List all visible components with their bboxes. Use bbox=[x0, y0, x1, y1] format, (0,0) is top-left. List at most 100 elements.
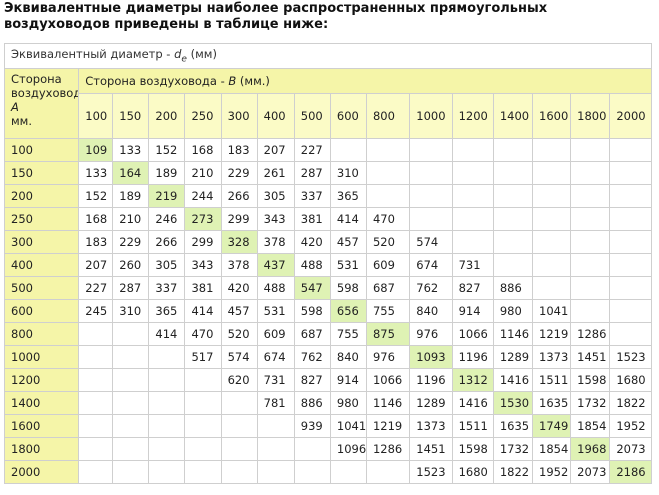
equivalent-diameter-table-wrapper: Эквивалентный диаметр - de (мм) Сторона в… bbox=[3, 43, 652, 485]
table-cell: 1289 bbox=[409, 391, 453, 415]
table-cell bbox=[492, 184, 534, 208]
table-cell bbox=[293, 437, 331, 461]
table-cell: 674 bbox=[409, 253, 453, 277]
table-cell: 310 bbox=[112, 299, 150, 323]
table-cell: 1511 bbox=[451, 414, 494, 438]
row-header: 800 bbox=[3, 322, 80, 346]
table-cell: 517 bbox=[184, 345, 222, 369]
table-cell bbox=[184, 460, 222, 484]
table-caption: Эквивалентный диаметр - de (мм) bbox=[4, 43, 652, 69]
table-cell: 109 bbox=[78, 138, 114, 162]
table-cell bbox=[220, 391, 258, 415]
table-cell bbox=[570, 161, 611, 185]
table-cell bbox=[532, 230, 572, 254]
table-cell: 420 bbox=[293, 230, 331, 254]
corner-line-1: Сторона bbox=[11, 72, 62, 86]
table-cell: 1523 bbox=[409, 460, 453, 484]
table-cell: 886 bbox=[293, 391, 331, 415]
table-cell bbox=[148, 460, 186, 484]
table-cell: 488 bbox=[293, 253, 331, 277]
table-cell: 980 bbox=[329, 391, 367, 415]
table-cell: 1146 bbox=[492, 322, 534, 346]
column-header: 1400 bbox=[492, 93, 534, 139]
table-cell: 266 bbox=[220, 184, 258, 208]
table-cell: 365 bbox=[148, 299, 186, 323]
column-header: 1600 bbox=[532, 93, 572, 139]
table-cell bbox=[112, 391, 150, 415]
table-cell: 687 bbox=[365, 276, 411, 300]
table-row: 500 227 287 337 381 420 488 547 598 687 762 827 886 bbox=[3, 276, 652, 300]
table-cell bbox=[112, 437, 150, 461]
equivalent-diameter-table: Эквивалентный диаметр - de (мм) Сторона в… bbox=[3, 43, 652, 484]
table-cell: 1952 bbox=[532, 460, 572, 484]
table-cell bbox=[532, 276, 572, 300]
table-cell: 1530 bbox=[492, 391, 534, 415]
table-cell: 1289 bbox=[492, 345, 534, 369]
table-cell bbox=[451, 161, 494, 185]
table-cell bbox=[409, 184, 453, 208]
table-cell: 152 bbox=[78, 184, 114, 208]
table-cell: 246 bbox=[148, 207, 186, 231]
table-cell bbox=[293, 460, 331, 484]
table-cell: 1416 bbox=[451, 391, 494, 415]
column-header: 2000 bbox=[609, 93, 652, 139]
table-cell: 1196 bbox=[409, 368, 453, 392]
table-cell bbox=[570, 276, 611, 300]
table-cell: 299 bbox=[220, 207, 258, 231]
table-row: 2000 1523 1680 1822 1952 2073 2186 bbox=[3, 460, 652, 484]
table-cell: 1822 bbox=[609, 391, 652, 415]
side-label-prefix: Сторона воздуховода - bbox=[85, 74, 229, 88]
table-cell: 227 bbox=[293, 138, 331, 162]
column-header: 250 bbox=[184, 93, 222, 139]
table-cell bbox=[492, 161, 534, 185]
table-cell: 1732 bbox=[492, 437, 534, 461]
table-cell: 827 bbox=[293, 368, 331, 392]
table-cell: 520 bbox=[365, 230, 411, 254]
table-cell bbox=[112, 322, 150, 346]
table-cell: 414 bbox=[184, 299, 222, 323]
table-cell bbox=[256, 460, 295, 484]
table-cell: 337 bbox=[148, 276, 186, 300]
table-cell: 457 bbox=[329, 230, 367, 254]
table-cell bbox=[570, 207, 611, 231]
table-cell: 328 bbox=[220, 230, 258, 254]
table-cell bbox=[184, 368, 222, 392]
table-cell bbox=[220, 460, 258, 484]
table-cell: 731 bbox=[451, 253, 494, 277]
table-cell: 287 bbox=[293, 161, 331, 185]
table-cell: 1451 bbox=[409, 437, 453, 461]
column-header: 100 bbox=[78, 93, 114, 139]
table-cell: 207 bbox=[256, 138, 295, 162]
table-cell: 381 bbox=[184, 276, 222, 300]
table-cell bbox=[451, 184, 494, 208]
table-cell: 674 bbox=[256, 345, 295, 369]
table-cell: 273 bbox=[184, 207, 222, 231]
table-cell: 1854 bbox=[532, 437, 572, 461]
table-cell: 414 bbox=[148, 322, 186, 346]
table-cell: 1286 bbox=[570, 322, 611, 346]
table-cell: 1680 bbox=[609, 368, 652, 392]
table-row: 1800 1096 1286 1451 1598 1732 1854 1968 2073 bbox=[3, 437, 652, 461]
table-cell: 781 bbox=[256, 391, 295, 415]
table-cell: 470 bbox=[184, 322, 222, 346]
table-cell: 133 bbox=[78, 161, 114, 185]
table-cell bbox=[409, 207, 453, 231]
table-cell: 1451 bbox=[570, 345, 611, 369]
table-cell: 976 bbox=[365, 345, 411, 369]
table-cell: 488 bbox=[256, 276, 295, 300]
table-cell: 1066 bbox=[451, 322, 494, 346]
table-caption-row: Эквивалентный диаметр - de (мм) bbox=[4, 43, 652, 69]
table-cell: 183 bbox=[78, 230, 114, 254]
side-label-row: СторонавоздуховодаAмм. Сторона воздухово… bbox=[3, 68, 652, 139]
table-cell bbox=[365, 460, 411, 484]
table-cell bbox=[532, 161, 572, 185]
row-header: 300 bbox=[3, 230, 80, 254]
table-cell bbox=[329, 460, 367, 484]
table-cell bbox=[609, 161, 652, 185]
table-cell bbox=[112, 460, 150, 484]
table-row: 800 414 470 520 609 687 755 875 976 1066 1146 1219 1… bbox=[3, 322, 652, 346]
table-cell: 1822 bbox=[492, 460, 534, 484]
caption-prefix: Эквивалентный диаметр - bbox=[11, 47, 175, 62]
table-cell: 168 bbox=[184, 138, 222, 162]
table-cell: 305 bbox=[256, 184, 295, 208]
